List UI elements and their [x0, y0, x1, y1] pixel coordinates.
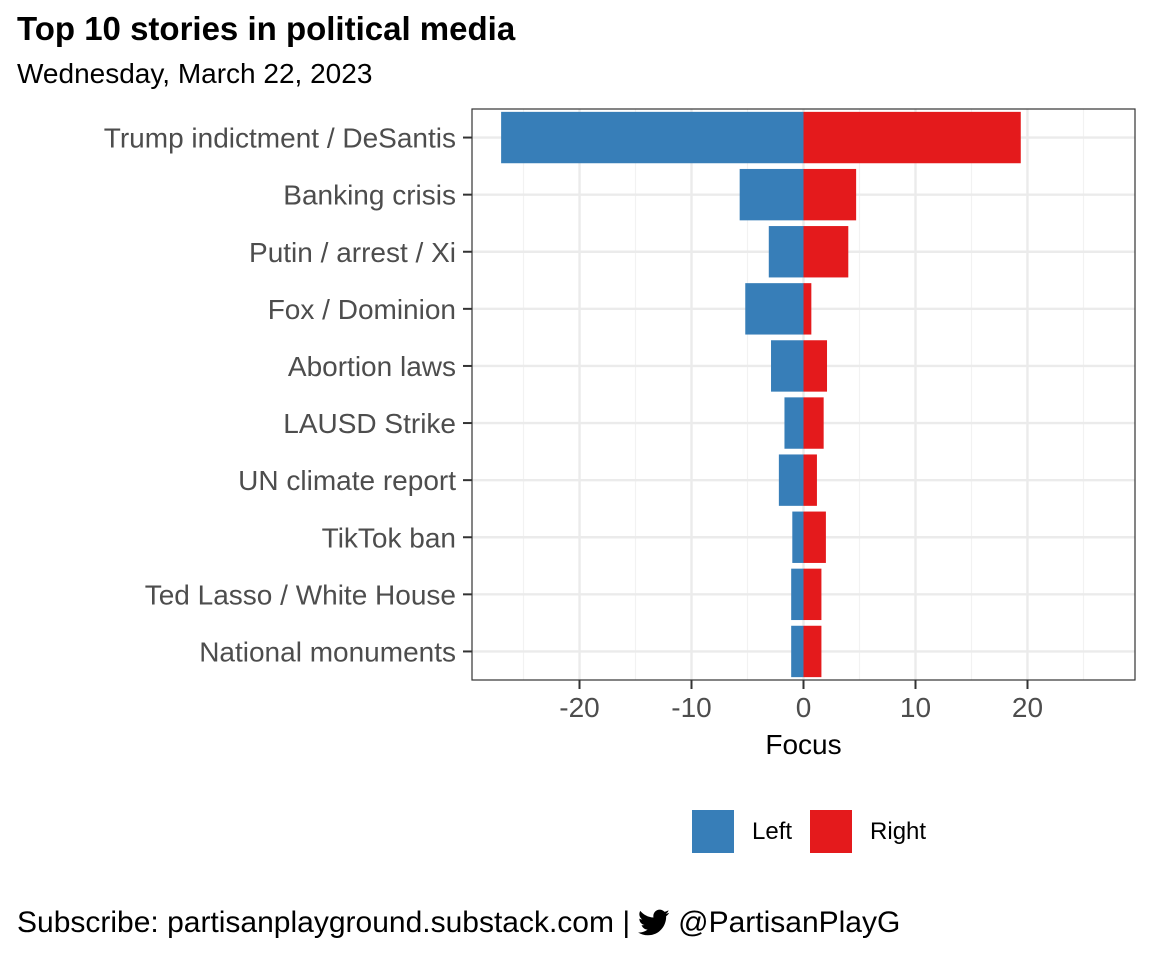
- x-axis: -20 -10 0 10 20: [559, 680, 1043, 723]
- chart-area: Trump indictment / DeSantis Banking crisi…: [104, 108, 1136, 760]
- x-axis-title: Focus: [765, 729, 841, 760]
- x-tick-label: 0: [796, 692, 812, 723]
- chart-subtitle: Wednesday, March 22, 2023: [17, 58, 373, 89]
- bar-right: [803, 226, 849, 278]
- footer-subscribe-text: Subscribe: partisanplayground.substack.c…: [17, 906, 631, 939]
- bar-right: [803, 111, 1021, 164]
- x-tick-label: -10: [671, 692, 711, 723]
- chart-title: Top 10 stories in political media: [17, 10, 516, 47]
- y-tick-label: Fox / Dominion: [268, 294, 456, 325]
- y-tick-label: Ted Lasso / White House: [145, 579, 456, 610]
- y-tick-label: Trump indictment / DeSantis: [104, 123, 456, 154]
- x-tick-label: 20: [1012, 692, 1043, 723]
- twitter-bird-icon: [638, 909, 670, 937]
- bar-left: [778, 454, 804, 506]
- bar-left: [784, 397, 804, 449]
- y-tick-label: UN climate report: [238, 465, 456, 496]
- bar-left: [745, 283, 804, 335]
- y-axis: Trump indictment / DeSantis Banking crisi…: [104, 123, 472, 667]
- bar-right: [803, 568, 822, 621]
- y-tick-label: Banking crisis: [283, 180, 456, 211]
- bar-left: [771, 340, 804, 392]
- bar-left: [791, 625, 804, 678]
- bar-left: [792, 511, 804, 563]
- bar-left: [791, 568, 804, 621]
- footer: Subscribe: partisanplayground.substack.c…: [17, 906, 900, 940]
- legend-key-left: [692, 810, 734, 853]
- bar-right: [803, 397, 824, 449]
- bar-right: [803, 454, 817, 506]
- bars-layer: [501, 111, 1021, 678]
- legend-key-right: [810, 810, 853, 853]
- bar-left: [739, 168, 804, 221]
- y-tick-label: National monuments: [199, 636, 456, 667]
- y-tick-label: TikTok ban: [322, 522, 456, 553]
- legend: Left Right: [692, 810, 944, 853]
- footer-twitter-handle: @PartisanPlayG: [678, 906, 901, 939]
- bar-left: [501, 111, 804, 164]
- y-tick-label: LAUSD Strike: [283, 408, 456, 439]
- bar-right: [803, 340, 828, 392]
- bar-left: [768, 226, 804, 278]
- bar-right: [803, 168, 857, 221]
- y-tick-label: Putin / arrest / Xi: [249, 237, 456, 268]
- bar-right: [803, 625, 822, 678]
- legend-label-right: Right: [870, 817, 927, 845]
- legend-label-left: Left: [752, 817, 793, 845]
- y-tick-label: Abortion laws: [288, 351, 456, 382]
- bar-right: [803, 511, 826, 563]
- x-tick-label: -20: [559, 692, 599, 723]
- bar-right: [803, 283, 812, 335]
- x-tick-label: 10: [900, 692, 931, 723]
